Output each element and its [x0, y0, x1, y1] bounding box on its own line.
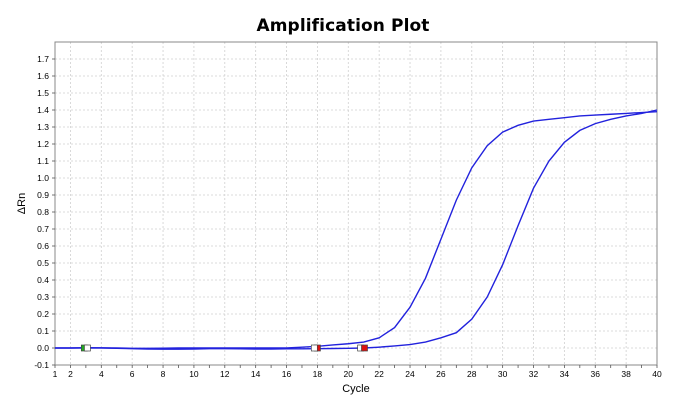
x-tick-label: 28 [467, 369, 477, 379]
x-tick-label: 34 [560, 369, 570, 379]
x-tick-label: 20 [344, 369, 354, 379]
y-tick-label: 1.3 [37, 122, 49, 132]
y-tick-label: 0.5 [37, 258, 49, 268]
x-tick-labels: 1 2 4 6 8 10 12 14 16 18 20 22 24 26 28 30 32 34 36 38 40 [53, 369, 662, 379]
y-tick-labels: -0.1 0.0 0.1 0.2 0.3 0.4 0.5 0.6 0.7 0.8 0.9 1.0 1.1… [34, 54, 49, 370]
y-tick-label: 0.4 [37, 275, 49, 285]
x-tick-label: 2 [68, 369, 73, 379]
y-tick-label: 0.8 [37, 207, 49, 217]
y-tick-label: 1.4 [37, 105, 49, 115]
y-axis-label: ΔRn [16, 193, 28, 214]
y-tick-label: 1.6 [37, 71, 49, 81]
x-tick-label: 10 [189, 369, 199, 379]
y-tick-label: 0.6 [37, 241, 49, 251]
x-tick-label: 38 [621, 369, 631, 379]
x-tick-label: 18 [313, 369, 323, 379]
y-tick-label: 0.3 [37, 292, 49, 302]
x-tick-label: 16 [282, 369, 292, 379]
amplification-curve-2 [55, 109, 658, 350]
cycle-markers [80, 344, 368, 352]
x-axis-label: Cycle [342, 383, 370, 395]
y-tick-label: 1.7 [37, 54, 49, 64]
y-tick-label: 0.1 [37, 326, 49, 336]
cycle-marker [310, 344, 318, 352]
x-tick-label: 24 [405, 369, 415, 379]
y-tick-label: -0.1 [34, 360, 49, 370]
y-tick-label: 0.0 [37, 343, 49, 353]
y-tick-label: 0.2 [37, 309, 49, 319]
tick-marks [52, 58, 658, 368]
x-tick-label: 36 [591, 369, 601, 379]
y-tick-label: 1.0 [37, 173, 49, 183]
x-tick-label: 26 [436, 369, 446, 379]
x-tick-label: 14 [251, 369, 261, 379]
y-tick-label: 0.9 [37, 190, 49, 200]
x-tick-label: 4 [99, 369, 104, 379]
x-tick-label: 32 [529, 369, 539, 379]
x-tick-label: 12 [220, 369, 230, 379]
x-tick-label: 30 [498, 369, 508, 379]
y-tick-label: 1.5 [37, 88, 49, 98]
y-tick-label: 1.2 [37, 139, 49, 149]
x-tick-label: 22 [374, 369, 384, 379]
y-tick-label: 1.1 [37, 156, 49, 166]
plot-frame [54, 41, 658, 366]
chart-title: Amplification Plot [256, 16, 430, 36]
amplification-curve-1 [55, 111, 658, 350]
x-tick-label: 1 [53, 369, 58, 379]
y-tick-label: 0.7 [37, 224, 49, 234]
x-tick-label: 8 [161, 369, 166, 379]
x-tick-label: 6 [130, 369, 135, 379]
x-tick-label: 40 [652, 369, 662, 379]
plot-area [55, 42, 657, 365]
cycle-marker [361, 344, 368, 352]
cycle-marker [84, 344, 91, 352]
